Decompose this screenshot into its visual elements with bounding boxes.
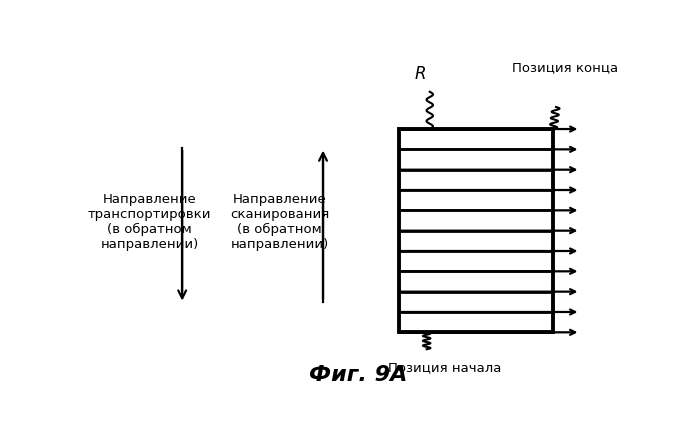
Bar: [399, 129, 553, 332]
Text: Направление
сканирования
(в обратном
направлении): Направление сканирования (в обратном нап…: [230, 193, 329, 251]
Text: Фиг. 9А: Фиг. 9А: [309, 365, 408, 385]
Text: Позиция конца: Позиция конца: [512, 62, 618, 74]
Text: Направление
транспортировки
(в обратном
направлении): Направление транспортировки (в обратном …: [88, 193, 211, 251]
Text: R: R: [415, 65, 426, 83]
Text: Позиция начала: Позиция начала: [389, 361, 502, 374]
